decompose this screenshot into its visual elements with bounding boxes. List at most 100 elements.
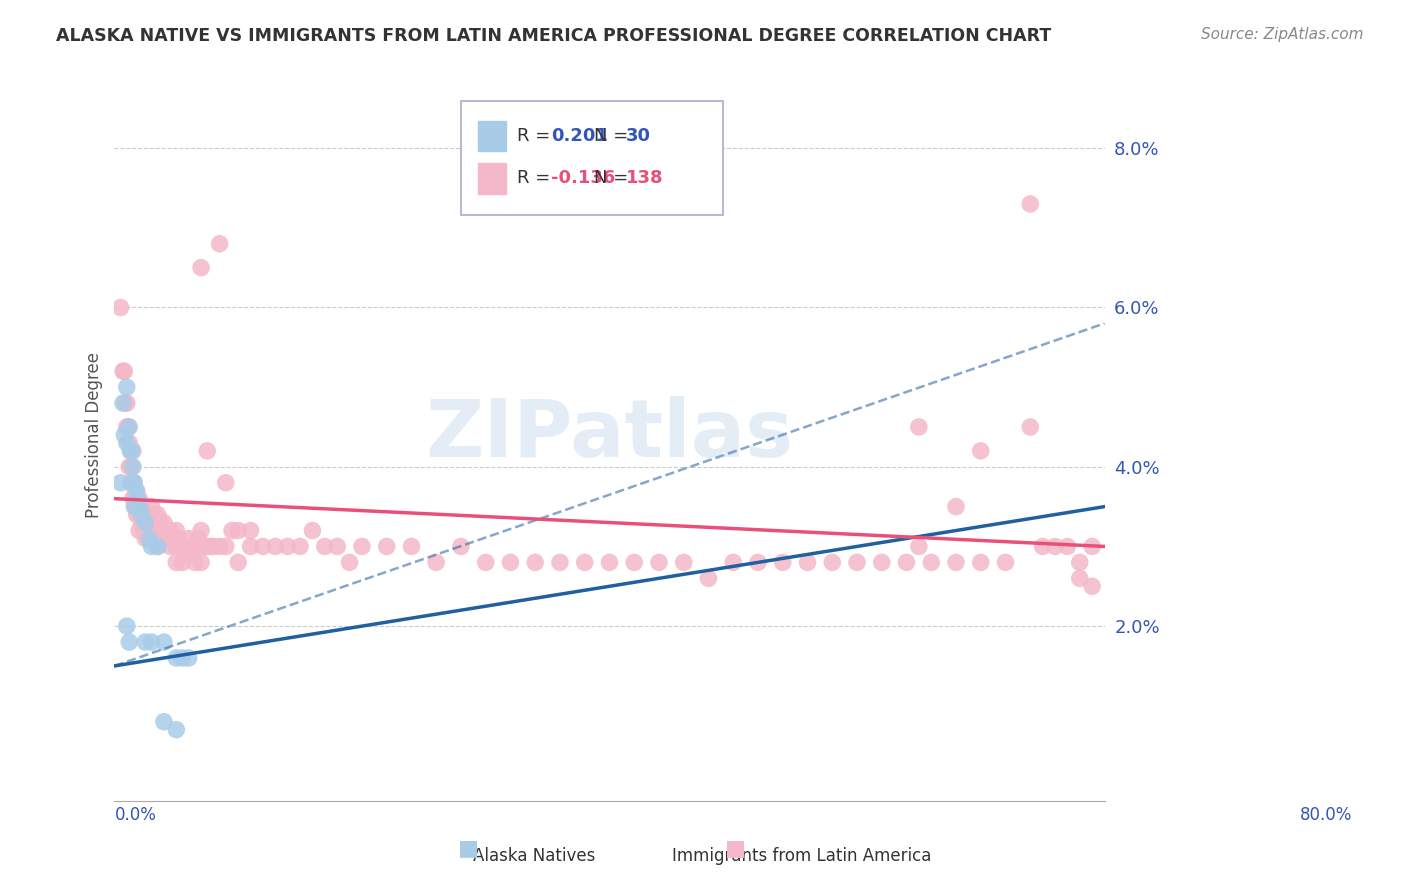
Point <box>127 491 149 506</box>
Point <box>1056 540 1078 554</box>
Point <box>122 491 145 506</box>
Point <box>131 508 153 522</box>
Point <box>187 532 209 546</box>
Point <box>226 555 249 569</box>
Point <box>598 555 620 569</box>
Point <box>115 436 138 450</box>
Point <box>117 420 139 434</box>
Point <box>118 459 141 474</box>
Point <box>184 555 207 569</box>
Point <box>796 555 818 569</box>
Point <box>221 524 243 538</box>
Point <box>1069 555 1091 569</box>
Point <box>134 635 156 649</box>
Point <box>215 475 238 490</box>
Point <box>146 540 169 554</box>
Point <box>200 540 222 554</box>
Point <box>908 420 931 434</box>
Point <box>146 508 169 522</box>
Point <box>138 524 160 538</box>
Point <box>672 555 695 569</box>
Text: N =: N = <box>593 127 634 145</box>
Point <box>193 540 215 554</box>
Point <box>138 508 160 522</box>
Point <box>172 651 194 665</box>
Point <box>124 500 146 514</box>
Point <box>184 540 207 554</box>
Text: 0.0%: 0.0% <box>114 805 156 823</box>
Text: 30: 30 <box>626 127 651 145</box>
Point <box>122 500 145 514</box>
Point <box>114 396 136 410</box>
Point <box>1043 540 1066 554</box>
Point <box>202 540 225 554</box>
Point <box>120 443 142 458</box>
Point <box>153 635 176 649</box>
Point <box>165 540 187 554</box>
Point <box>118 635 141 649</box>
Point <box>149 516 172 530</box>
Text: ■: ■ <box>458 838 478 858</box>
Point <box>122 475 145 490</box>
Point <box>128 491 150 506</box>
Point <box>215 540 238 554</box>
Point <box>648 555 671 569</box>
Point <box>122 475 145 490</box>
Point <box>121 475 143 490</box>
Text: 80.0%: 80.0% <box>1299 805 1353 823</box>
Point <box>195 443 218 458</box>
Y-axis label: Professional Degree: Professional Degree <box>86 352 103 518</box>
Text: R =: R = <box>517 127 557 145</box>
Text: ZIPatlas: ZIPatlas <box>426 396 793 474</box>
Point <box>115 396 138 410</box>
Point <box>162 532 184 546</box>
Point <box>177 651 200 665</box>
Point <box>120 459 142 474</box>
Point <box>772 555 794 569</box>
Point <box>723 555 745 569</box>
Point <box>165 555 187 569</box>
Point <box>1069 571 1091 585</box>
Point <box>401 540 423 554</box>
Point <box>970 443 993 458</box>
Point <box>122 443 145 458</box>
Point <box>190 260 212 275</box>
Point <box>846 555 869 569</box>
Point <box>623 555 645 569</box>
Point <box>132 524 155 538</box>
Point <box>124 483 146 498</box>
Point <box>288 540 311 554</box>
Point <box>350 540 373 554</box>
Point <box>141 532 163 546</box>
FancyBboxPatch shape <box>461 102 723 215</box>
Point <box>896 555 918 569</box>
Point <box>112 428 135 442</box>
Point <box>180 540 202 554</box>
Point <box>143 524 166 538</box>
Point <box>131 500 153 514</box>
Point <box>574 555 596 569</box>
Point <box>122 475 145 490</box>
Point <box>314 540 336 554</box>
Point <box>146 524 169 538</box>
Point <box>141 635 163 649</box>
Point <box>945 500 967 514</box>
Point <box>153 516 176 530</box>
Point <box>125 483 148 498</box>
Point <box>138 532 160 546</box>
Point <box>136 524 159 538</box>
Text: 0.201: 0.201 <box>551 127 607 145</box>
Point <box>112 364 135 378</box>
Point <box>226 524 249 538</box>
Point <box>118 420 141 434</box>
Point <box>375 540 398 554</box>
Point <box>252 540 274 554</box>
Point <box>450 540 472 554</box>
Point <box>190 524 212 538</box>
Text: R =: R = <box>517 169 557 187</box>
Point <box>301 524 323 538</box>
Point <box>165 651 187 665</box>
Point <box>141 540 163 554</box>
Point <box>159 524 181 538</box>
Point <box>1032 540 1054 554</box>
